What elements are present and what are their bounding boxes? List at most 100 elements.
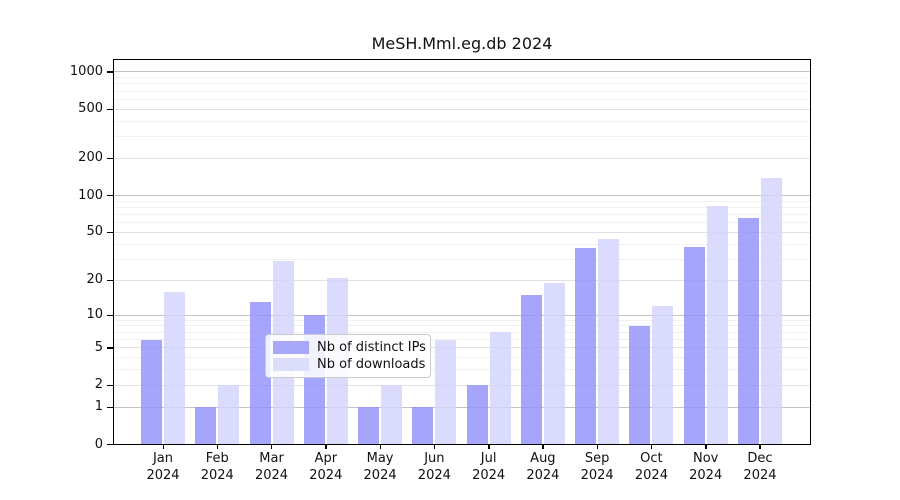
gridline-minor	[113, 339, 811, 341]
x-tick-mark	[596, 444, 599, 449]
legend-swatch-downloads	[273, 358, 309, 371]
bar-downloads-dec	[760, 177, 782, 445]
gridline-minor-labeled	[113, 108, 811, 110]
gridline-minor	[113, 369, 811, 371]
gridline-minor	[113, 83, 811, 85]
legend-swatch-distinct-ips	[273, 341, 309, 354]
y-tick-mark	[107, 71, 113, 73]
x-tick-label-may: May 2024	[363, 451, 397, 483]
y-tick-label: 1	[94, 399, 103, 415]
gridline-minor	[113, 243, 811, 245]
x-tick-mark	[542, 444, 544, 449]
bar-downloads-jan	[164, 291, 185, 445]
x-tick-label-jan: Jan 2024	[146, 451, 180, 483]
x-tick-label-aug: Aug 2024	[526, 451, 560, 483]
gridline-minor	[113, 325, 811, 327]
x-tick-label-nov: Nov 2024	[689, 451, 723, 483]
gridline-minor	[113, 258, 811, 260]
legend-row-distinct-ips: Nb of distinct IPs	[273, 340, 426, 355]
bar-distinct-ips-may	[358, 407, 380, 445]
gridline-minor	[113, 222, 811, 224]
gridline-major	[113, 314, 811, 316]
gridline-minor	[113, 77, 811, 79]
y-tick-mark	[107, 347, 113, 349]
x-tick-mark	[162, 444, 164, 449]
x-tick-label-jun: Jun 2024	[417, 451, 451, 483]
y-tick-label: 500	[78, 101, 103, 117]
x-tick-label-mar: Mar 2024	[254, 451, 289, 483]
bar-downloads-jul	[489, 332, 511, 445]
y-tick-mark	[107, 314, 113, 317]
y-tick-mark	[107, 195, 113, 197]
gridline-major	[113, 406, 811, 408]
x-tick-mark	[325, 444, 327, 449]
legend-row-downloads: Nb of downloads	[273, 357, 426, 372]
bar-downloads-jun	[435, 339, 457, 445]
gridline-minor	[113, 331, 811, 333]
gridline-minor	[113, 90, 811, 92]
bar-distinct-ips-jul	[466, 385, 488, 445]
legend-label-downloads: Nb of downloads	[317, 357, 426, 372]
x-tick-label-dec: Dec 2024	[743, 451, 777, 483]
gridline-minor	[113, 214, 811, 216]
chart-title: MeSH.Mml.eg.db 2024	[371, 34, 553, 53]
x-tick-mark	[650, 444, 653, 449]
gridline-minor	[113, 98, 811, 100]
gridline-minor-labeled	[113, 279, 811, 281]
x-tick-label-jul: Jul 2024	[472, 451, 506, 483]
y-tick-label: 0	[94, 436, 103, 452]
y-tick-label: 2	[94, 377, 103, 393]
y-tick-label: 10	[86, 307, 103, 323]
bar-distinct-ips-jun	[412, 407, 434, 445]
y-tick-mark	[107, 157, 113, 160]
x-tick-mark	[379, 444, 381, 449]
bar-downloads-feb	[218, 385, 240, 445]
y-tick-label: 200	[78, 150, 103, 166]
y-tick-label: 1000	[69, 63, 103, 79]
y-tick-label: 50	[86, 224, 103, 240]
bar-distinct-ips-nov	[683, 246, 705, 445]
legend-label-distinct-ips: Nb of distinct IPs	[317, 340, 426, 355]
bar-downloads-may	[381, 385, 403, 445]
x-tick-mark	[216, 444, 219, 449]
gridline-minor-labeled	[113, 231, 811, 233]
y-tick-mark	[107, 108, 113, 111]
x-tick-label-apr: Apr 2024	[309, 451, 343, 483]
x-tick-label-feb: Feb 2024	[200, 451, 234, 483]
bar-downloads-oct	[652, 306, 674, 445]
x-tick-mark	[271, 444, 273, 449]
gridline-minor-labeled	[113, 384, 811, 386]
bar-distinct-ips-feb	[195, 407, 217, 445]
y-tick-mark	[107, 384, 113, 387]
x-tick-label-oct: Oct 2024	[634, 451, 668, 483]
gridline-minor	[113, 136, 811, 138]
gridline-minor	[113, 357, 811, 359]
x-tick-mark	[759, 444, 761, 449]
legend: Nb of distinct IPs Nb of downloads	[265, 334, 431, 378]
x-tick-mark	[705, 444, 707, 449]
gridline-minor	[113, 206, 811, 208]
y-tick-mark	[107, 279, 113, 282]
y-tick-mark	[107, 406, 113, 408]
x-tick-label-sep: Sep 2024	[580, 451, 614, 483]
gridline-minor-labeled	[113, 157, 811, 159]
y-tick-label: 100	[78, 187, 103, 203]
bar-distinct-ips-jan	[141, 339, 162, 445]
gridline-major	[113, 71, 811, 73]
y-tick-label: 5	[94, 339, 103, 355]
y-tick-mark	[107, 231, 113, 234]
gridline-minor	[113, 319, 811, 321]
y-tick-label: 20	[86, 272, 103, 288]
bar-distinct-ips-oct	[629, 325, 651, 445]
bar-downloads-sep	[598, 239, 620, 445]
gridline-minor-labeled	[113, 347, 811, 349]
x-tick-mark	[488, 444, 490, 449]
gridline-major	[113, 195, 811, 197]
y-tick-mark	[107, 444, 113, 446]
x-tick-mark	[433, 444, 436, 449]
plot-area	[113, 59, 811, 445]
bar-distinct-ips-dec	[737, 217, 759, 445]
bar-distinct-ips-aug	[520, 294, 542, 445]
bar-downloads-aug	[543, 282, 565, 445]
